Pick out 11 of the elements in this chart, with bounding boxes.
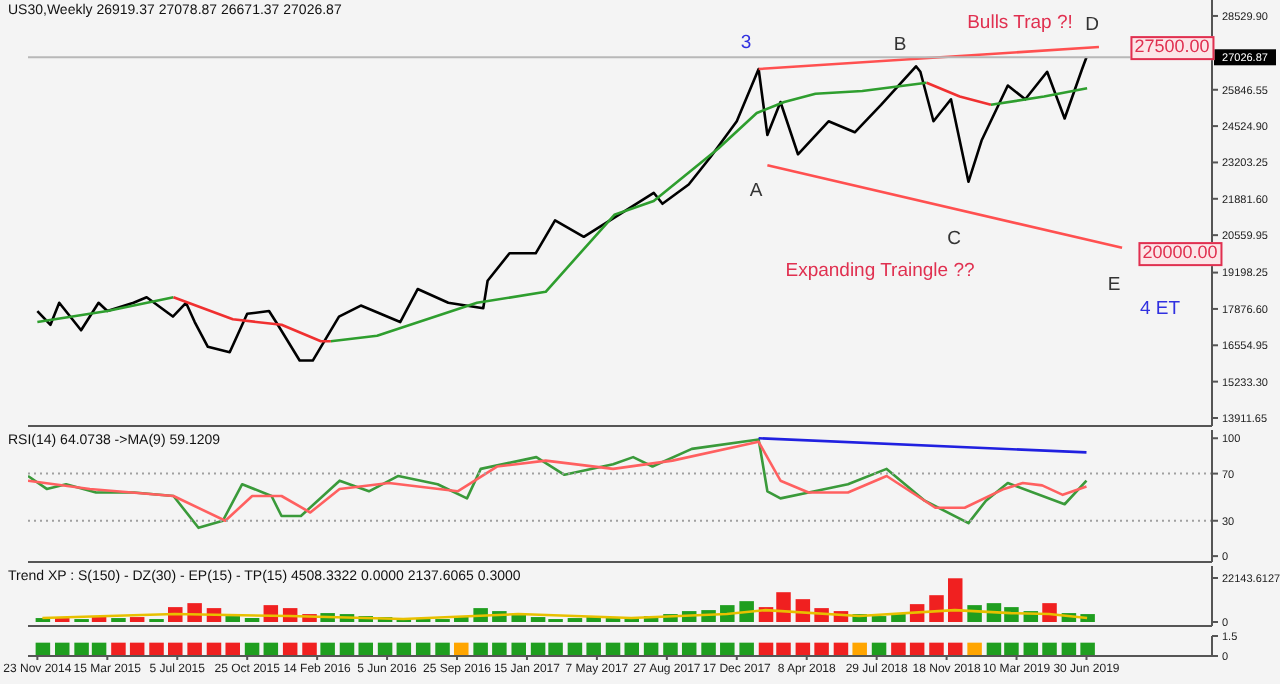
annotation: B bbox=[893, 33, 907, 57]
annotation: Expanding Traingle ?? bbox=[785, 259, 975, 283]
annotation: 20000.00 bbox=[1138, 242, 1222, 266]
annotation: Bulls Trap ?! bbox=[967, 11, 1073, 35]
annotation: 27500.00 bbox=[1130, 36, 1214, 60]
annotation: C bbox=[947, 227, 961, 251]
annotation: A bbox=[749, 179, 763, 203]
annotation: D bbox=[1085, 13, 1099, 37]
annotation: E bbox=[1107, 273, 1121, 297]
annotation: 3 bbox=[740, 31, 752, 55]
annotation: 4 ET bbox=[1139, 297, 1181, 321]
